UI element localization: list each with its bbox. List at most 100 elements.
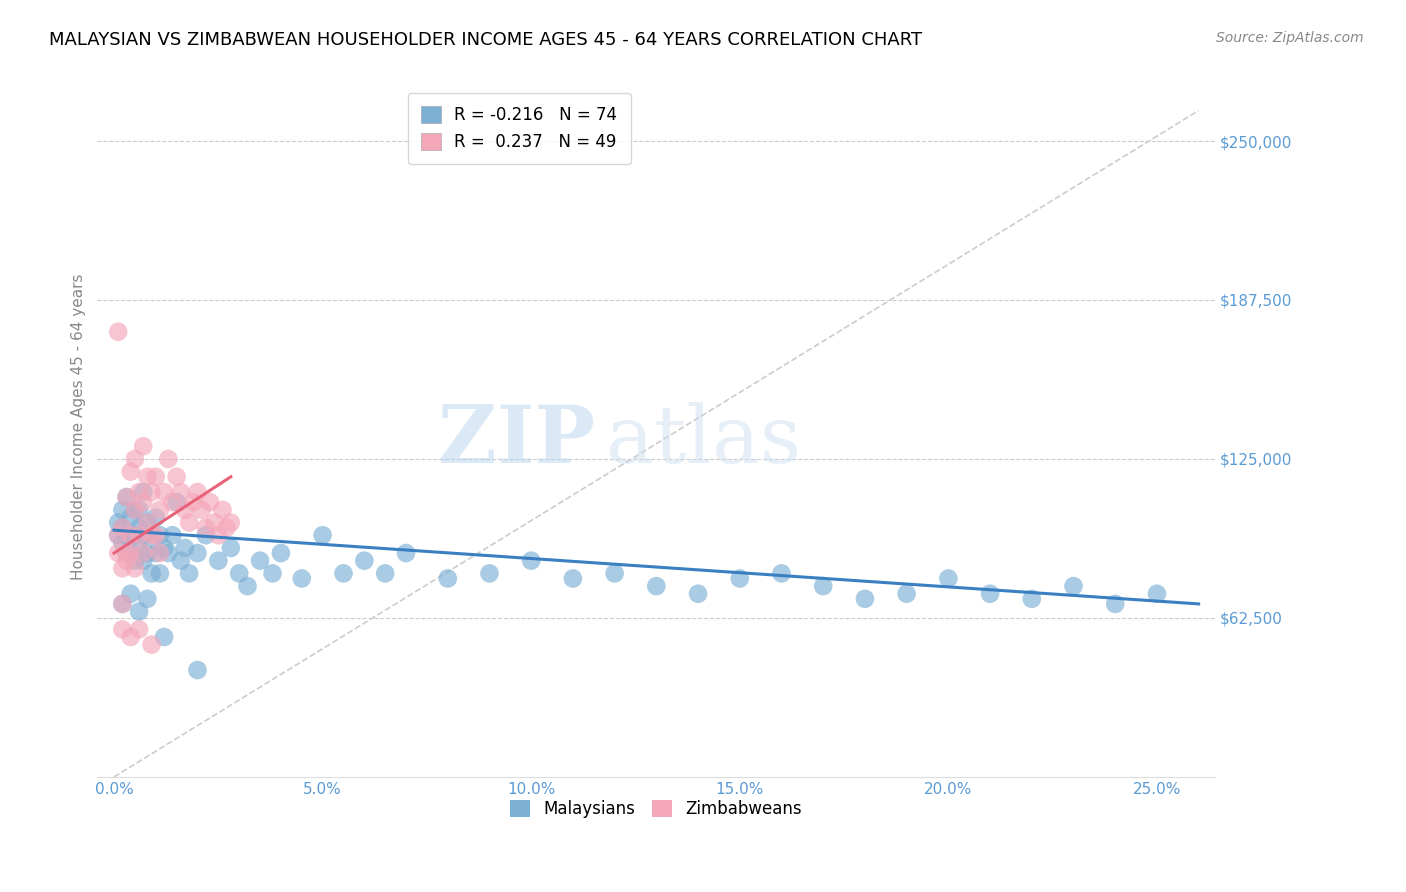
Point (124, 561, 146, 575)
Point (728, 572, 751, 586)
Point (162, 495, 184, 509)
Point (162, 528, 184, 542)
Point (120, 546, 142, 560)
Point (120, 528, 142, 542)
Point (478, 566, 501, 581)
Point (181, 495, 204, 509)
Point (145, 510, 167, 524)
Point (149, 546, 172, 560)
Point (128, 520, 150, 534)
Point (115, 490, 138, 504)
Point (149, 528, 172, 542)
Point (141, 528, 163, 542)
Point (938, 572, 960, 586)
Point (311, 528, 333, 542)
Point (202, 516, 225, 530)
Point (111, 623, 134, 637)
Point (128, 485, 150, 500)
Point (132, 554, 155, 568)
Point (219, 541, 242, 555)
Point (896, 587, 918, 601)
Point (141, 638, 163, 652)
Point (145, 546, 167, 560)
Point (1021, 591, 1043, 606)
Point (132, 495, 155, 509)
Point (153, 485, 176, 500)
Point (132, 485, 155, 500)
Point (170, 485, 193, 500)
Y-axis label: Householder Income Ages 45 - 64 years: Householder Income Ages 45 - 64 years (72, 274, 86, 581)
Point (120, 546, 142, 560)
Point (186, 663, 208, 677)
Text: Source: ZipAtlas.com: Source: ZipAtlas.com (1216, 31, 1364, 45)
Point (128, 605, 150, 619)
Point (236, 579, 259, 593)
Point (174, 541, 197, 555)
Point (128, 503, 150, 517)
Text: ZIP: ZIP (437, 402, 595, 480)
Point (153, 541, 176, 555)
Point (207, 554, 229, 568)
Point (179, 516, 201, 530)
Point (194, 528, 217, 542)
Point (124, 452, 146, 467)
Point (115, 528, 138, 542)
Point (111, 561, 134, 575)
Point (1104, 597, 1126, 611)
Point (270, 546, 292, 560)
Point (111, 520, 134, 534)
Legend: Malaysians, Zimbabweans: Malaysians, Zimbabweans (503, 793, 808, 824)
Point (115, 546, 138, 560)
Point (107, 546, 129, 560)
Point (149, 503, 172, 517)
Point (115, 490, 138, 504)
Text: atlas: atlas (606, 402, 801, 480)
Point (136, 469, 159, 483)
Point (120, 587, 142, 601)
Point (120, 630, 142, 644)
Point (124, 503, 146, 517)
Point (179, 566, 201, 581)
Point (853, 591, 876, 606)
Point (332, 566, 354, 581)
Point (374, 566, 396, 581)
Point (132, 546, 155, 560)
Point (111, 536, 134, 550)
Point (166, 469, 188, 483)
Point (128, 541, 150, 555)
Point (107, 528, 129, 542)
Point (107, 325, 129, 339)
Point (141, 528, 163, 542)
Point (174, 503, 197, 517)
Point (149, 566, 172, 581)
Point (145, 469, 167, 483)
Point (1146, 587, 1168, 601)
Point (124, 554, 146, 568)
Point (979, 587, 1001, 601)
Point (215, 520, 238, 534)
Point (436, 572, 458, 586)
Point (136, 516, 159, 530)
Point (811, 579, 834, 593)
Point (520, 554, 543, 568)
Point (120, 510, 142, 524)
Point (128, 528, 150, 542)
Point (111, 503, 134, 517)
Point (1063, 579, 1085, 593)
Point (136, 516, 159, 530)
Point (115, 546, 138, 560)
Point (132, 528, 155, 542)
Point (686, 587, 709, 601)
Point (157, 546, 180, 560)
Point (219, 516, 242, 530)
Point (166, 495, 188, 509)
Point (170, 554, 193, 568)
Point (124, 503, 146, 517)
Point (770, 566, 793, 581)
Point (132, 439, 155, 453)
Point (107, 516, 129, 530)
Point (207, 528, 229, 542)
Point (211, 503, 233, 517)
Point (111, 520, 134, 534)
Point (194, 520, 217, 534)
